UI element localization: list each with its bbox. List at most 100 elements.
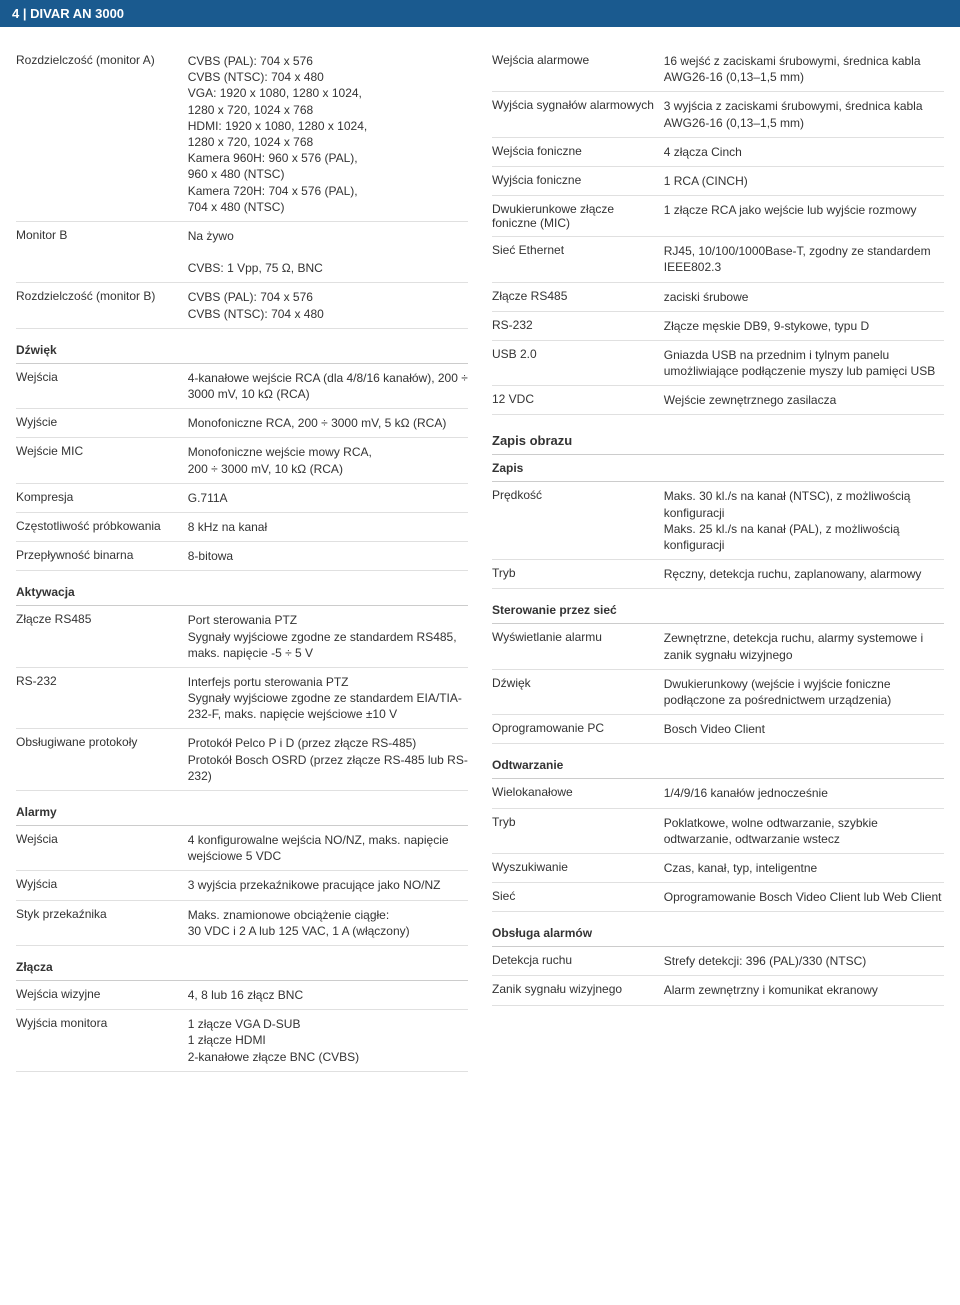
row-key: Prędkość <box>492 488 664 553</box>
page-header: 4 | DIVAR AN 3000 <box>0 0 960 27</box>
table-row: Złącze RS485Port sterowania PTZSygnały w… <box>16 606 468 668</box>
table-row: Wejścia4 konfigurowalne wejścia NO/NZ, m… <box>16 826 468 871</box>
row-value: 1 RCA (CINCH) <box>664 173 944 189</box>
table-row: RS-232Złącze męskie DB9, 9-stykowe, typu… <box>492 312 944 341</box>
row-key: Rozdzielczość (monitor B) <box>16 289 188 321</box>
row-key: Wejścia alarmowe <box>492 53 664 85</box>
table-row: Detekcja ruchuStrefy detekcji: 396 (PAL)… <box>492 947 944 976</box>
row-key: Rozdzielczość (monitor A) <box>16 53 188 215</box>
section-head: Dźwięk <box>16 337 468 364</box>
row-key: 12 VDC <box>492 392 664 408</box>
row-key: Wyjście <box>16 415 188 431</box>
table-row: Wejścia4-kanałowe wejście RCA (dla 4/8/1… <box>16 364 468 409</box>
row-key: Wielokanałowe <box>492 785 664 801</box>
row-key: Dwukierunkowe złącze foniczne (MIC) <box>492 202 664 230</box>
table-row: Sieć EthernetRJ45, 10/100/1000Base-T, zg… <box>492 237 944 282</box>
row-key: Wyjścia foniczne <box>492 173 664 189</box>
section-head: Aktywacja <box>16 579 468 606</box>
table-row: Wyjścia monitora1 złącze VGA D-SUB1 złąc… <box>16 1010 468 1072</box>
row-value: 4 złącza Cinch <box>664 144 944 160</box>
row-key: USB 2.0 <box>492 347 664 379</box>
row-value: 3 wyjścia przekaźnikowe pracujące jako N… <box>188 877 468 893</box>
table-row: WyszukiwanieCzas, kanał, typ, inteligent… <box>492 854 944 883</box>
row-key: Styk przekaźnika <box>16 907 188 939</box>
row-key: Wyświetlanie alarmu <box>492 630 664 662</box>
row-value: Czas, kanał, typ, inteligentne <box>664 860 944 876</box>
row-key: Obsługiwane protokoły <box>16 735 188 784</box>
row-key: Częstotliwość próbkowania <box>16 519 188 535</box>
table-row: Wyjścia3 wyjścia przekaźnikowe pracujące… <box>16 871 468 900</box>
table-row: Dwukierunkowe złącze foniczne (MIC)1 złą… <box>492 196 944 237</box>
table-row: Przepływność binarna8-bitowa <box>16 542 468 571</box>
row-key: Zanik sygnału wizyjnego <box>492 982 664 998</box>
row-value: Na żywoCVBS: 1 Vpp, 75 Ω, BNC <box>188 228 468 277</box>
table-row: Wyjścia foniczne1 RCA (CINCH) <box>492 167 944 196</box>
row-key: Wyjścia monitora <box>16 1016 188 1065</box>
row-value: 1 złącze VGA D-SUB1 złącze HDMI2-kanałow… <box>188 1016 468 1065</box>
table-row: Rozdzielczość (monitor A)CVBS (PAL): 704… <box>16 47 468 222</box>
row-key: Wejścia foniczne <box>492 144 664 160</box>
row-value: 1/4/9/16 kanałów jednocześnie <box>664 785 944 801</box>
row-key: Wejścia wizyjne <box>16 987 188 1003</box>
section-head: Złącza <box>16 954 468 981</box>
row-value: 4 konfigurowalne wejścia NO/NZ, maks. na… <box>188 832 468 864</box>
section-head: Zapis obrazu <box>492 427 944 455</box>
table-row: Wielokanałowe1/4/9/16 kanałów jednocześn… <box>492 779 944 808</box>
row-value: Zewnętrzne, detekcja ruchu, alarmy syste… <box>664 630 944 662</box>
row-key: Tryb <box>492 815 664 847</box>
table-row: Złącze RS485zaciski śrubowe <box>492 283 944 312</box>
row-value: Monofoniczne RCA, 200 ÷ 3000 mV, 5 kΩ (R… <box>188 415 468 431</box>
table-row: 12 VDCWejście zewnętrznego zasilacza <box>492 386 944 415</box>
section-head: Obsługa alarmów <box>492 920 944 947</box>
section-head: Sterowanie przez sieć <box>492 597 944 624</box>
table-row: WyjścieMonofoniczne RCA, 200 ÷ 3000 mV, … <box>16 409 468 438</box>
row-value: Ręczny, detekcja ruchu, zaplanowany, ala… <box>664 566 944 582</box>
row-value: Strefy detekcji: 396 (PAL)/330 (NTSC) <box>664 953 944 969</box>
row-value: 1 złącze RCA jako wejście lub wyjście ro… <box>664 202 944 230</box>
table-row: Styk przekaźnikaMaks. znamionowe obciąże… <box>16 901 468 946</box>
row-value: zaciski śrubowe <box>664 289 944 305</box>
row-key: Przepływność binarna <box>16 548 188 564</box>
row-value: Dwukierunkowy (wejście i wyjście foniczn… <box>664 676 944 708</box>
table-row: Rozdzielczość (monitor B)CVBS (PAL): 704… <box>16 283 468 328</box>
table-row: TrybRęczny, detekcja ruchu, zaplanowany,… <box>492 560 944 589</box>
table-row: SiećOprogramowanie Bosch Video Client lu… <box>492 883 944 912</box>
table-row: Wejścia wizyjne4, 8 lub 16 złącz BNC <box>16 981 468 1010</box>
table-row: USB 2.0Gniazda USB na przednim i tylnym … <box>492 341 944 386</box>
table-row: DźwiękDwukierunkowy (wejście i wyjście f… <box>492 670 944 715</box>
row-value: Poklatkowe, wolne odtwarzanie, szybkie o… <box>664 815 944 847</box>
row-key: Wejścia <box>16 370 188 402</box>
row-key: Monitor B <box>16 228 188 277</box>
table-row: Wyświetlanie alarmuZewnętrzne, detekcja … <box>492 624 944 669</box>
row-key: Dźwięk <box>492 676 664 708</box>
row-value: CVBS (PAL): 704 x 576CVBS (NTSC): 704 x … <box>188 289 468 321</box>
table-row: Częstotliwość próbkowania8 kHz na kanał <box>16 513 468 542</box>
row-value: Monofoniczne wejście mowy RCA,200 ÷ 3000… <box>188 444 468 476</box>
table-row: Wejście MICMonofoniczne wejście mowy RCA… <box>16 438 468 483</box>
table-row: Wyjścia sygnałów alarmowych3 wyjścia z z… <box>492 92 944 137</box>
row-value: G.711A <box>188 490 468 506</box>
page-body: Rozdzielczość (monitor A)CVBS (PAL): 704… <box>0 27 960 1092</box>
table-row: Monitor BNa żywoCVBS: 1 Vpp, 75 Ω, BNC <box>16 222 468 284</box>
row-value: Maks. znamionowe obciążenie ciągłe:30 VD… <box>188 907 468 939</box>
row-value: 3 wyjścia z zaciskami śrubowymi, średnic… <box>664 98 944 130</box>
row-key: Tryb <box>492 566 664 582</box>
row-key: Wyszukiwanie <box>492 860 664 876</box>
table-row: Wejścia foniczne4 złącza Cinch <box>492 138 944 167</box>
section-head: Alarmy <box>16 799 468 826</box>
section-head: Zapis <box>492 455 944 482</box>
row-value: Oprogramowanie Bosch Video Client lub We… <box>664 889 944 905</box>
row-key: Złącze RS485 <box>492 289 664 305</box>
row-value: Maks. 30 kl./s na kanał (NTSC), z możliw… <box>664 488 944 553</box>
row-key: Sieć <box>492 889 664 905</box>
row-key: Wejścia <box>16 832 188 864</box>
row-key: RS-232 <box>492 318 664 334</box>
row-value: RJ45, 10/100/1000Base-T, zgodny ze stand… <box>664 243 944 275</box>
row-value: CVBS (PAL): 704 x 576CVBS (NTSC): 704 x … <box>188 53 468 215</box>
row-value: 8 kHz na kanał <box>188 519 468 535</box>
row-value: Wejście zewnętrznego zasilacza <box>664 392 944 408</box>
right-column: Wejścia alarmowe16 wejść z zaciskami śru… <box>492 47 944 1072</box>
row-value: 4-kanałowe wejście RCA (dla 4/8/16 kanał… <box>188 370 468 402</box>
left-column: Rozdzielczość (monitor A)CVBS (PAL): 704… <box>16 47 468 1072</box>
table-row: KompresjaG.711A <box>16 484 468 513</box>
